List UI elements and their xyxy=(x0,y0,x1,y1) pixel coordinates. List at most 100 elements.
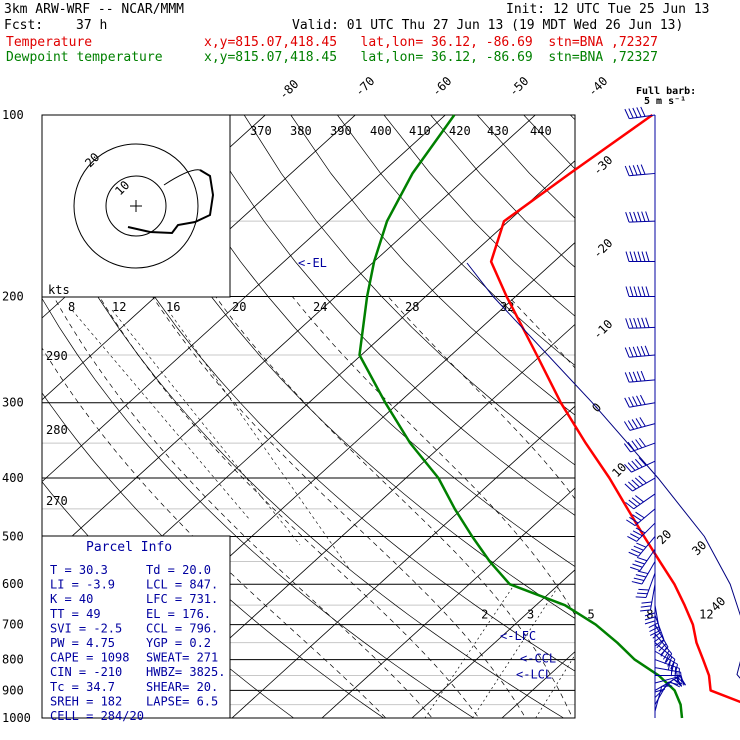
wind-barb-flag xyxy=(644,612,656,617)
wind-barb-flag xyxy=(628,371,634,383)
wind-barb-flag xyxy=(645,317,650,328)
wind-barb-flag xyxy=(635,511,645,519)
wind-barb-flag xyxy=(624,397,630,408)
wind-barb-flag xyxy=(630,533,640,540)
wind-barb-flag xyxy=(624,165,630,176)
dry-adiabat xyxy=(337,115,575,366)
wind-barb xyxy=(645,572,656,598)
wind-barb-flag xyxy=(636,542,647,548)
pressure-tick-label: 1000 xyxy=(2,711,31,725)
wind-barb xyxy=(654,605,661,631)
wind-barb-flag xyxy=(635,596,647,599)
moist-adiabat xyxy=(292,296,575,616)
pressure-tick-label: 600 xyxy=(2,577,24,591)
wind-barb-flag xyxy=(640,106,646,117)
pressure-tick-label: 900 xyxy=(2,683,24,697)
wind-barb-flag xyxy=(625,286,630,297)
moist-adiabat xyxy=(215,296,573,718)
dry-adiabat xyxy=(617,115,740,731)
wind-barb-flag xyxy=(627,441,635,451)
wind-barb-flag xyxy=(637,317,642,329)
moist-adiabat xyxy=(652,297,740,731)
wind-barb-flag xyxy=(624,347,630,358)
wind-barb-flag xyxy=(627,420,635,430)
legend-dewpoint: Dewpoint temperature xyxy=(6,50,163,65)
mixing-ratio-label: 12 xyxy=(699,608,713,622)
wind-barb-flag xyxy=(656,639,665,649)
wind-barb-flag xyxy=(645,211,650,222)
wind-barb-flag xyxy=(653,635,663,643)
wind-barb-flag xyxy=(630,566,641,572)
parcel-row-b: CCL = 796. xyxy=(146,621,218,635)
wind-barb-flag xyxy=(631,581,643,585)
isotherm-label: -40 xyxy=(585,74,610,99)
pressure-tick-label: 500 xyxy=(2,529,24,543)
hodo-speed-ray xyxy=(71,309,251,521)
wind-barb-flag xyxy=(628,481,637,490)
wind-barb-flag xyxy=(631,419,639,429)
theta-left-label: 290 xyxy=(46,349,68,363)
parcel-row-a: LI = -3.9 xyxy=(50,578,115,592)
dewpoint-location: x,y=815.07,418.45 lat,lon= 36.12, -86.69… xyxy=(204,50,658,65)
plot-frame xyxy=(41,114,576,719)
isotherm xyxy=(578,102,740,731)
wind-barb-flag xyxy=(640,609,651,612)
wind-barb-flag xyxy=(634,458,643,468)
lfc-marker: <-LFC xyxy=(500,629,536,643)
wind-barb xyxy=(636,522,656,542)
wind-barb-flag xyxy=(629,211,634,223)
wind-barb-flag xyxy=(625,501,635,510)
wind-barb-flag xyxy=(632,107,638,118)
series-layer: <-EL <-LFC <-CCL <-LCL Parcel Info T = 30.3 Td… xyxy=(41,113,740,723)
wind-barb-flag xyxy=(678,668,680,679)
temperature-line xyxy=(489,113,740,704)
wind-barb-flag xyxy=(660,646,669,656)
wind-barb-flag xyxy=(628,499,638,507)
wind-barb-flag xyxy=(637,251,642,262)
wind-barb-flag xyxy=(680,672,683,683)
wind-barb-flag xyxy=(625,251,630,262)
wind-barb-flag xyxy=(641,251,646,262)
parcel-row-a: Tc = 34.7 xyxy=(50,680,115,694)
temperature-location: x,y=815.07,418.45 lat,lon= 36.12, -86.69… xyxy=(204,35,658,50)
ccl-marker: <-CCL xyxy=(520,651,556,665)
parcel-row-b: SHEAR= 20. xyxy=(146,680,218,694)
wind-barb xyxy=(654,681,669,705)
wind-barb-flag xyxy=(633,286,638,297)
wind-barb-flag xyxy=(631,479,640,488)
forecast-value: 37 h xyxy=(76,18,108,33)
parcel-row-b: SWEAT= 271 xyxy=(146,651,218,665)
parcel-row-b: LFC = 731. xyxy=(146,592,218,606)
dry-adiabat xyxy=(430,115,575,268)
wind-barb xyxy=(629,379,656,383)
wind-barb-flag xyxy=(671,662,675,673)
wind-barb xyxy=(654,659,680,669)
wind-barbs: Full barb:5 m s⁻¹ xyxy=(623,86,696,718)
dry-adiabat xyxy=(383,115,575,317)
wind-barb-flag xyxy=(649,626,660,632)
wind-barb-flag xyxy=(633,317,638,329)
wind-barb-flag xyxy=(641,601,652,604)
wind-barb-flag xyxy=(638,457,647,466)
wind-barb xyxy=(654,676,678,691)
wind-barb xyxy=(654,633,673,655)
dry-adiabat xyxy=(150,115,575,567)
parcel-row-a: SREH = 182 xyxy=(50,694,122,708)
wind-barb-flag xyxy=(624,483,633,492)
parcel-row-b: LCL = 847. xyxy=(146,578,218,592)
dry-adiabat xyxy=(57,115,575,672)
wind-barb-flag xyxy=(628,346,634,358)
pressure-tick-label: 400 xyxy=(2,471,24,485)
theta-label: 430 xyxy=(487,124,509,138)
isotherm xyxy=(42,115,536,564)
isotherm-label: -80 xyxy=(276,77,301,102)
wind-barb-flag xyxy=(626,519,636,527)
init-time: Init: 12 UTC Tue 25 Jun 13 xyxy=(506,2,710,17)
moist-adiabat xyxy=(99,296,480,718)
dry-adiabat xyxy=(243,115,575,466)
wind-barb-flag xyxy=(631,460,640,470)
parcel-path xyxy=(466,262,740,679)
wind-barb-flag xyxy=(649,630,660,636)
wind-barb-flag xyxy=(627,536,637,542)
